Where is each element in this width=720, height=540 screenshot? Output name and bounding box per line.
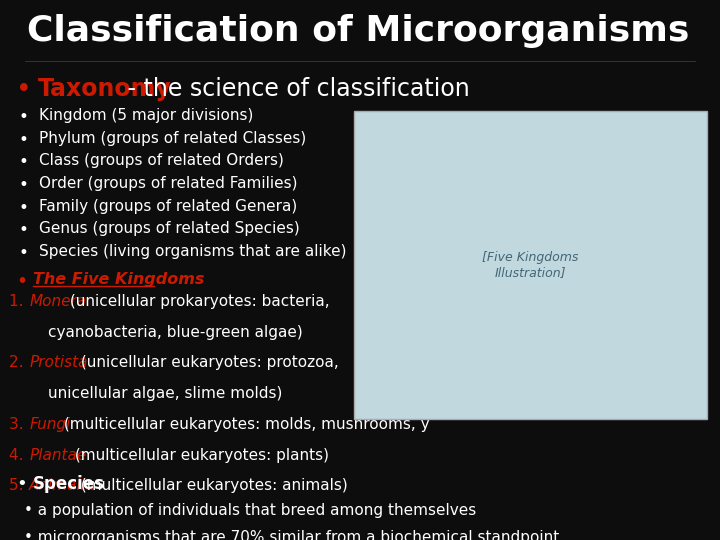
Text: Class (groups of related Orders): Class (groups of related Orders) — [39, 153, 284, 168]
Text: The Five Kingdoms: The Five Kingdoms — [33, 272, 204, 287]
FancyBboxPatch shape — [354, 111, 707, 418]
Text: (unicellular eukaryotes: protozoa,: (unicellular eukaryotes: protozoa, — [76, 355, 339, 370]
Text: (multicellular eukaryotes: molds, mushrooms, y: (multicellular eukaryotes: molds, mushro… — [58, 417, 429, 432]
Text: Plantae: Plantae — [29, 448, 86, 463]
Text: •: • — [19, 199, 29, 217]
Text: Phylum (groups of related Classes): Phylum (groups of related Classes) — [39, 131, 306, 146]
Text: 2.: 2. — [9, 355, 28, 370]
Text: •: • — [16, 475, 27, 493]
Text: [Five Kingdoms
Illustration]: [Five Kingdoms Illustration] — [482, 251, 579, 279]
Text: •: • — [16, 77, 32, 103]
Text: •: • — [16, 272, 27, 291]
Text: unicellular algae, slime molds): unicellular algae, slime molds) — [9, 386, 282, 401]
Text: 1.: 1. — [9, 294, 28, 309]
Text: Protista: Protista — [29, 355, 88, 370]
Text: Animalia: Animalia — [29, 478, 96, 494]
Text: Family (groups of related Genera): Family (groups of related Genera) — [39, 199, 297, 214]
Text: Classification of Microorganisms: Classification of Microorganisms — [27, 14, 690, 48]
Text: (multicellular eukaryotes: plants): (multicellular eukaryotes: plants) — [71, 448, 330, 463]
Text: •: • — [19, 153, 29, 171]
Text: •: • — [19, 131, 29, 149]
Text: •: • — [19, 108, 29, 126]
Text: Monera: Monera — [29, 294, 86, 309]
Text: Order (groups of related Families): Order (groups of related Families) — [39, 176, 297, 191]
Text: •: • — [19, 176, 29, 194]
Text: - the science of classification: - the science of classification — [120, 77, 469, 100]
Text: •: • — [19, 221, 29, 239]
Text: 4.: 4. — [9, 448, 28, 463]
Text: 3.: 3. — [9, 417, 28, 432]
Text: • microorganisms that are 70% similar from a biochemical standpoint: • microorganisms that are 70% similar fr… — [24, 530, 559, 540]
Text: cyanobacteria, blue-green algae): cyanobacteria, blue-green algae) — [9, 325, 302, 340]
Text: Genus (groups of related Species): Genus (groups of related Species) — [39, 221, 300, 237]
Text: • a population of individuals that breed among themselves: • a population of individuals that breed… — [24, 503, 477, 518]
Text: 5.: 5. — [9, 478, 28, 494]
Text: •: • — [19, 244, 29, 262]
Text: Kingdom (5 major divisions): Kingdom (5 major divisions) — [39, 108, 253, 123]
Text: (unicellular prokaryotes: bacteria,: (unicellular prokaryotes: bacteria, — [65, 294, 329, 309]
Text: Taxonomy: Taxonomy — [37, 77, 171, 100]
Text: Species: Species — [33, 475, 105, 493]
Text: Fungi: Fungi — [29, 417, 71, 432]
Text: (multicellular eukaryotes: animals): (multicellular eukaryotes: animals) — [76, 478, 348, 494]
Text: Species (living organisms that are alike): Species (living organisms that are alike… — [39, 244, 346, 259]
